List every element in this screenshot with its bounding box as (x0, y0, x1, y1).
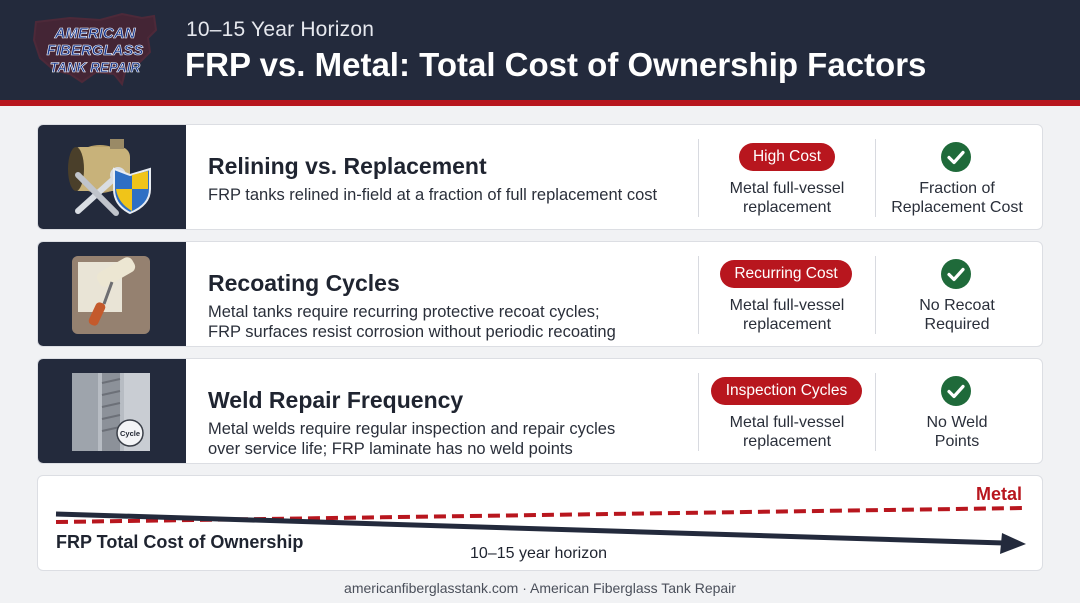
column-divider (698, 139, 699, 217)
row-title: Relining vs. Replacement (208, 153, 487, 179)
row-title: Weld Repair Frequency (208, 387, 464, 413)
row-description: Metal welds require regular inspection a… (208, 420, 616, 458)
row-description: FRP tanks relined in-field at a fraction… (208, 186, 658, 204)
comparison-row-relining: Relining vs. Replacement FRP tanks relin… (37, 124, 1043, 230)
row-image-panel: Cycle (38, 359, 186, 463)
cost-trend-graphic (55, 506, 1026, 554)
paint-roller-icon (72, 256, 150, 334)
row-description: Metal tanks require recurring protective… (208, 303, 616, 341)
page-title: FRP vs. Metal: Total Cost of Ownership F… (185, 46, 927, 83)
column-divider (875, 139, 876, 217)
check-icon (941, 376, 971, 406)
column-divider (698, 256, 699, 334)
cycle-icon-label: Cycle (120, 429, 140, 438)
logo-line-1: AMERICAN (54, 25, 137, 42)
logo-line-3: TANK REPAIR (50, 60, 140, 75)
weld-seam-icon: Cycle (72, 373, 150, 451)
metal-description: Metal full-vessel replacement (729, 180, 845, 216)
frp-benefit: No Weld Points (926, 414, 988, 450)
header-accent-stripe (0, 100, 1080, 106)
company-logo: AMERICAN FIBERGLASS TANK REPAIR (32, 12, 158, 87)
page-subtitle: 10–15 Year Horizon (186, 18, 375, 41)
arrow-head-icon (1000, 533, 1026, 554)
footer-credit: americanfiberglasstank.com · American Fi… (344, 580, 736, 596)
metal-line-label: Metal (976, 484, 1023, 504)
metal-cost-badge: High Cost (739, 143, 835, 171)
row-image-panel (38, 125, 186, 229)
metal-description: Metal full-vessel replacement (729, 297, 845, 333)
frp-benefit: No Recoat Required (919, 297, 995, 333)
metal-cost-badge: Inspection Cycles (711, 377, 862, 405)
frp-line-label: FRP Total Cost of Ownership (56, 532, 304, 552)
column-divider (875, 256, 876, 334)
check-icon (941, 142, 971, 172)
comparison-row-weld-repair: Cycle Weld Repair Frequency Metal welds … (37, 358, 1043, 464)
logo-line-2: FIBERGLASS (47, 42, 144, 59)
row-title: Recoating Cycles (208, 270, 400, 296)
check-icon (941, 259, 971, 289)
row-image-panel (38, 242, 186, 346)
frp-cost-trend-line (55, 511, 1005, 546)
horizon-label: 10–15 year horizon (470, 545, 607, 562)
column-divider (698, 373, 699, 451)
header-banner: AMERICAN FIBERGLASS TANK REPAIR 10–15 Ye… (0, 0, 1080, 100)
metal-description: Metal full-vessel replacement (729, 414, 845, 450)
cost-timeline-panel: Metal FRP Total Cost of Ownership 10–15 … (37, 475, 1043, 571)
column-divider (875, 373, 876, 451)
metal-cost-badge: Recurring Cost (720, 260, 852, 288)
wrench-shield-icon (68, 139, 151, 216)
comparison-row-recoating: Recoating Cycles Metal tanks require rec… (37, 241, 1043, 347)
frp-benefit: Fraction of Replacement Cost (891, 180, 1023, 216)
